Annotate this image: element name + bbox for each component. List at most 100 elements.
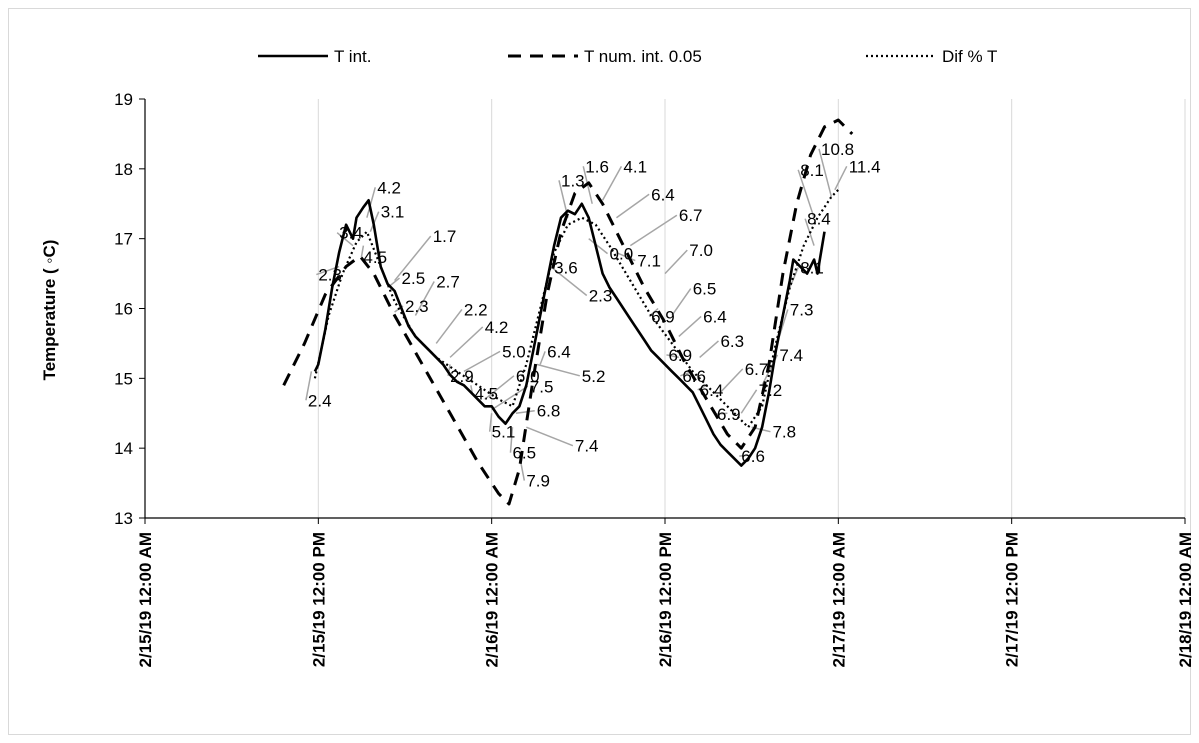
data-label-leader xyxy=(834,165,848,191)
data-label-leader xyxy=(449,326,484,358)
data-label: 6.9 xyxy=(668,346,692,365)
data-label-leader xyxy=(671,288,692,316)
data-label-leader xyxy=(305,371,313,401)
data-label: 2.3 xyxy=(318,266,342,285)
data-label: 7.4 xyxy=(575,437,599,456)
data-label-leader xyxy=(366,187,376,218)
data-label: 6.7 xyxy=(745,360,769,379)
data-label-leader xyxy=(740,389,758,414)
data-label-leader xyxy=(666,354,680,359)
y-tick-label: 14 xyxy=(114,439,133,458)
data-label: 8.1 xyxy=(800,161,824,180)
data-label: 2.7 xyxy=(436,273,460,292)
data-label: 7.1 xyxy=(637,252,661,271)
data-label-leader xyxy=(336,232,354,247)
data-label-leader xyxy=(616,193,650,219)
data-label: 2.4 xyxy=(308,391,332,410)
data-label: 6.6 xyxy=(741,447,765,466)
data-label-leader xyxy=(515,409,535,414)
y-axis-title: Temperature ( ◦C) xyxy=(40,240,59,381)
data-label: 2.2 xyxy=(464,300,488,319)
series-line-dashed xyxy=(282,118,854,506)
data-label-leader xyxy=(699,340,719,358)
series-lines xyxy=(282,118,854,506)
data-label-leader xyxy=(526,426,574,447)
data-label: 7.9 xyxy=(526,472,550,491)
data-label: 6.7 xyxy=(679,206,703,225)
data-label: 6.4 xyxy=(700,381,724,400)
data-label: 3.1 xyxy=(381,203,405,222)
series-line-dotted xyxy=(313,189,840,429)
x-tick-label: 2/15/19 12:00 AM xyxy=(136,532,155,667)
data-label: 7.5 xyxy=(530,377,554,396)
x-tick-label: 2/16/19 12:00 PM xyxy=(656,532,675,667)
data-label-leader xyxy=(488,413,493,432)
data-label-leader xyxy=(414,281,435,316)
y-tick-label: 15 xyxy=(114,369,133,388)
data-labels: 2.42.33.44.23.14.51.72.5 2.72.3 2.24.25.02… xyxy=(308,140,881,491)
y-tick-label: 13 xyxy=(114,509,133,528)
data-label: 6.9 xyxy=(651,307,675,326)
data-label: 6.3 xyxy=(720,332,744,351)
legend-label: T int. xyxy=(334,47,371,66)
data-label-leader xyxy=(435,309,463,344)
data-label-leader xyxy=(616,251,636,262)
data-label: 6.0 xyxy=(516,367,540,386)
data-label: 3.6 xyxy=(554,259,578,278)
data-label-leader xyxy=(629,214,678,247)
data-label-leader xyxy=(664,249,688,275)
data-label: 2.9 xyxy=(450,367,474,386)
data-label: 3.4 xyxy=(339,224,363,243)
data-label: 7.3 xyxy=(790,300,814,319)
data-label-leader xyxy=(360,245,365,258)
x-tick-label: 2/18/19 12:00 AM xyxy=(1176,532,1195,667)
data-label: 6.6 xyxy=(682,367,706,386)
data-label: 1.3 xyxy=(561,171,585,190)
legend-label: T num. int. 0.05 xyxy=(584,47,702,66)
data-label: 7.2 xyxy=(759,381,783,400)
data-label: 7.4 xyxy=(779,346,803,365)
data-label-leader xyxy=(484,375,515,400)
data-label: 6.5 xyxy=(693,280,717,299)
data-label: 8.4 xyxy=(807,210,831,229)
data-label: 0.0 xyxy=(610,245,634,264)
data-label: 7.0 xyxy=(689,241,713,260)
y-tick-label: 16 xyxy=(114,300,133,319)
y-tick-label: 18 xyxy=(114,160,133,179)
data-label: 1.6 xyxy=(585,157,609,176)
data-label-leader xyxy=(536,363,580,377)
data-label-leader xyxy=(491,385,529,411)
data-label-leader xyxy=(550,266,588,297)
data-label: 6.8 xyxy=(537,402,561,421)
data-label: 2.3 xyxy=(589,287,613,306)
data-label-leader xyxy=(678,315,702,337)
data-label: 4.5 xyxy=(363,248,387,267)
data-label: 6.9 xyxy=(717,405,741,424)
data-label-leader xyxy=(797,169,815,218)
y-tick-label: 17 xyxy=(114,230,133,249)
data-label: 7.8 xyxy=(772,423,796,442)
data-label-leader xyxy=(369,211,380,232)
gridlines xyxy=(317,99,1186,518)
data-label: 2.3 xyxy=(405,297,429,316)
data-label-leader xyxy=(588,238,609,255)
data-label: 6.5 xyxy=(512,444,536,463)
chart-frame xyxy=(8,8,1191,735)
data-label-leader xyxy=(463,350,501,373)
data-label-leader xyxy=(739,454,749,457)
data-label: 6.4 xyxy=(651,185,675,204)
data-label: 10.8 xyxy=(821,140,854,159)
data-label: 6.4 xyxy=(547,342,571,361)
data-label-leader xyxy=(601,165,623,201)
data-label: 5.2 xyxy=(582,367,606,386)
legend-label: Dif % T xyxy=(942,47,997,66)
x-tick-label: 2/17/19 12:00 AM xyxy=(829,532,848,667)
data-label-leader xyxy=(394,235,432,282)
data-label: 6.4 xyxy=(703,307,727,326)
legend: T int. T num. int. 0.05 Dif % T xyxy=(258,47,997,66)
data-label: 4.2 xyxy=(485,318,509,337)
data-label: 4.1 xyxy=(623,157,647,176)
data-label: 5.0 xyxy=(502,342,526,361)
data-label: 11.4 xyxy=(849,157,881,176)
